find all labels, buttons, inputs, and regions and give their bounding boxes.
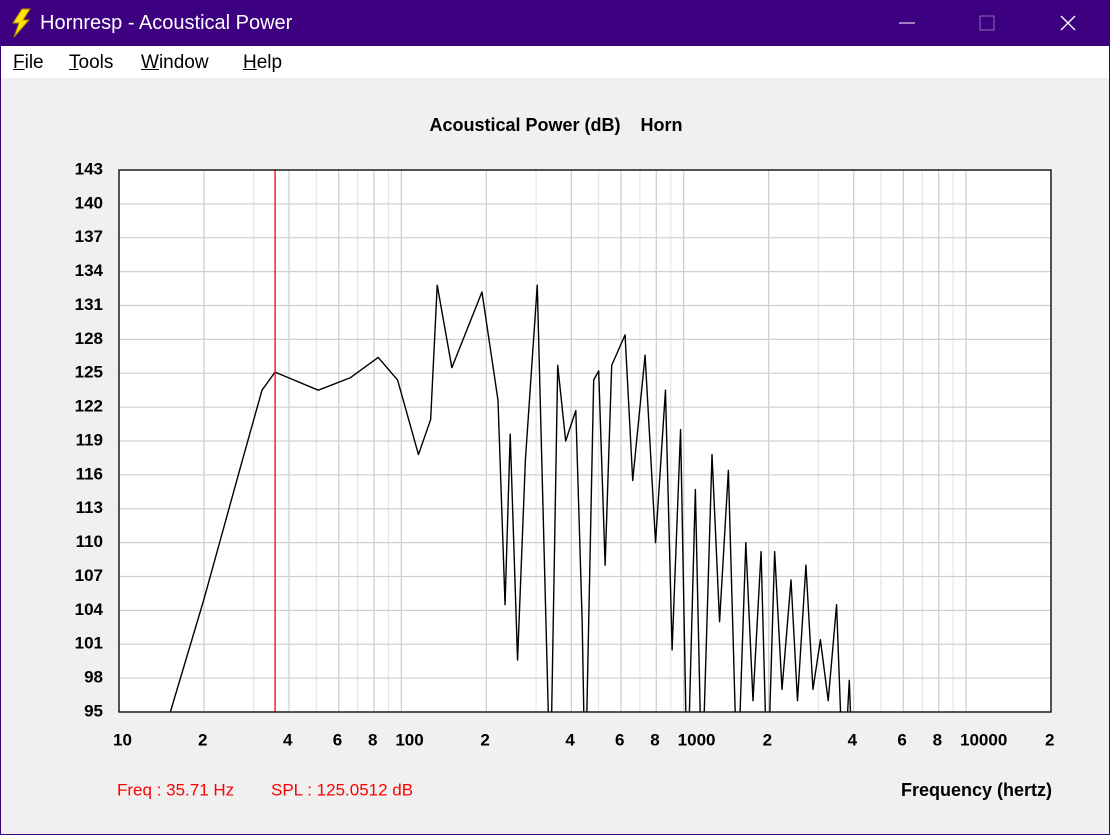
y-tick-label: 110	[76, 532, 103, 551]
menu-item[interactable]: Help	[243, 52, 283, 73]
y-tick-label: 122	[75, 397, 103, 416]
x-tick-label: 2	[1045, 730, 1054, 749]
menu-item[interactable]: Tools	[69, 52, 114, 73]
readout-frequency: Freq : 35.71 Hz	[117, 780, 234, 799]
window-title: Hornresp - Acoustical Power	[40, 12, 293, 34]
y-tick-label: 134	[75, 261, 104, 280]
title-bar: Hornresp - Acoustical Power	[0, 0, 1110, 46]
x-tick-label: 8	[368, 730, 377, 749]
x-tick-label: 6	[897, 730, 906, 749]
window-controls	[899, 15, 1076, 31]
x-tick-label: 2	[198, 730, 207, 749]
x-tick-label: 4	[283, 730, 293, 749]
x-tick-label: 8	[933, 730, 942, 749]
plot-frame	[118, 169, 1052, 713]
x-axis-label: Frequency (hertz)	[901, 780, 1052, 800]
x-tick-label: 10	[113, 730, 132, 749]
x-tick-label: 10000	[960, 730, 1007, 749]
y-tick-label: 107	[75, 566, 103, 585]
y-tick-label: 137	[75, 227, 103, 246]
chart-title: Acoustical Power (dB) Horn	[429, 115, 682, 135]
maximize-button[interactable]	[979, 15, 995, 31]
y-tick-label: 140	[75, 193, 103, 212]
y-tick-label: 95	[84, 701, 103, 720]
x-tick-label: 8	[650, 730, 659, 749]
y-tick-label: 116	[76, 464, 103, 483]
x-tick-label: 100	[395, 730, 423, 749]
y-tick-label: 128	[75, 329, 103, 348]
y-tick-label: 113	[76, 498, 103, 517]
menu-bar: File Tools Window Help	[1, 46, 1109, 78]
x-tick-label: 4	[565, 730, 575, 749]
y-tick-label: 101	[75, 634, 103, 653]
close-button[interactable]	[1060, 15, 1076, 31]
y-tick-label: 104	[75, 600, 104, 619]
x-tick-label: 1000	[678, 730, 716, 749]
x-tick-label: 4	[848, 730, 858, 749]
x-tick-label: 2	[480, 730, 489, 749]
y-tick-label: 131	[75, 295, 103, 314]
y-tick-label: 125	[75, 363, 103, 382]
x-tick-label: 2	[763, 730, 772, 749]
x-tick-label: 6	[333, 730, 342, 749]
y-tick-label: 119	[76, 430, 103, 449]
menu-item[interactable]: File	[13, 52, 44, 73]
app-icon	[12, 8, 31, 38]
x-tick-label: 6	[615, 730, 624, 749]
y-tick-label: 98	[84, 668, 103, 687]
plot-clip	[169, 284, 852, 712]
y-tick-label: 143	[75, 159, 103, 178]
series-line	[169, 284, 852, 712]
readout-spl: SPL : 125.0512 dB	[271, 780, 413, 799]
menu-item[interactable]: Window	[141, 52, 209, 73]
